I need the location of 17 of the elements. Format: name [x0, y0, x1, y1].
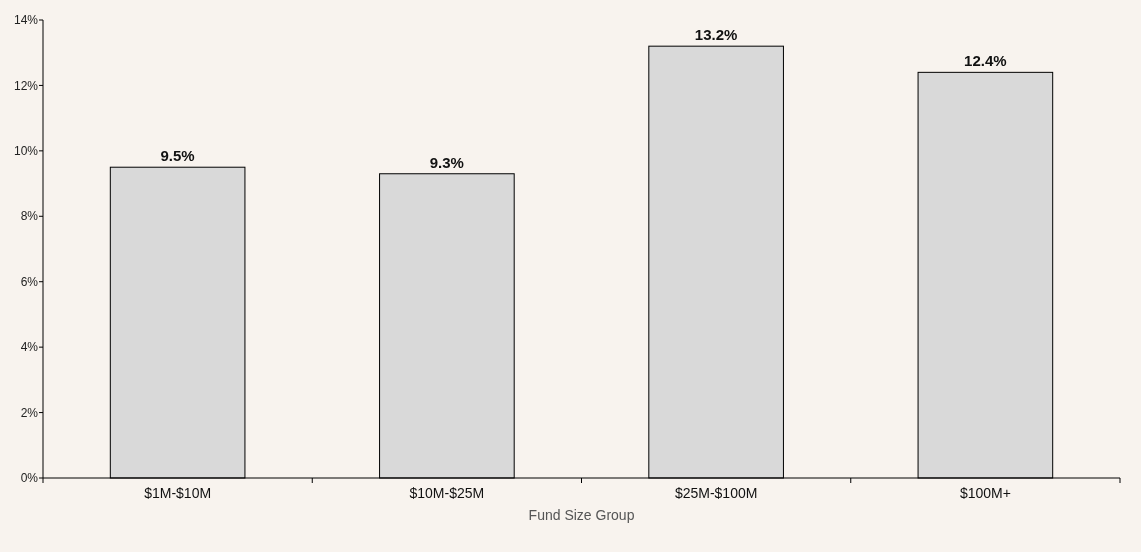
y-tick-label: 6%: [20, 274, 39, 289]
data-label: 12.4%: [964, 52, 1007, 70]
x-tick-label: $1M-$10M: [144, 485, 212, 501]
y-tick-label: 14%: [13, 13, 39, 28]
x-tick-label: $100M+: [959, 485, 1011, 501]
x-axis-title: Fund Size Group: [528, 507, 635, 523]
data-label: 9.5%: [160, 147, 195, 165]
y-tick-label: 12%: [13, 78, 39, 93]
y-tick-label: 4%: [20, 340, 39, 355]
y-tick-label: 8%: [20, 209, 39, 224]
data-label: 13.2%: [694, 26, 738, 44]
x-tick-label: $10M-$25M: [409, 485, 485, 501]
y-tick-label: 10%: [13, 144, 39, 159]
y-tick-label: 0%: [20, 471, 39, 486]
data-label: 9.3%: [429, 153, 464, 171]
y-tick-label: 2%: [20, 405, 39, 420]
x-tick-label: $25M-$100M: [674, 485, 758, 501]
